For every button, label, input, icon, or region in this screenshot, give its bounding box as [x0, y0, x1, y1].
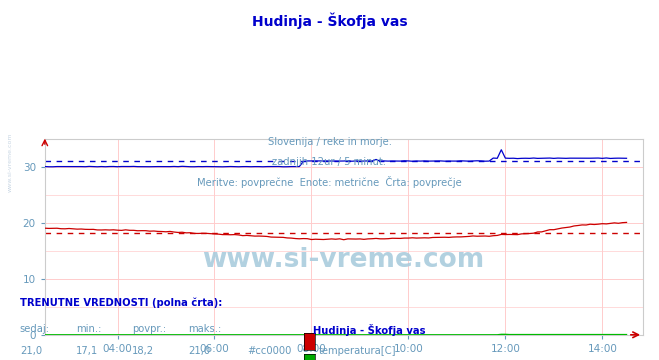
Text: Hudinja - Škofja vas: Hudinja - Škofja vas: [313, 324, 426, 336]
Text: TRENUTNE VREDNOSTI (polna črta):: TRENUTNE VREDNOSTI (polna črta):: [20, 297, 222, 307]
Text: 21,0: 21,0: [188, 346, 210, 356]
Text: #cc0000: #cc0000: [247, 346, 291, 356]
Text: Slovenija / reke in morje.: Slovenija / reke in morje.: [268, 137, 391, 147]
Text: 21,0: 21,0: [20, 346, 42, 356]
Text: www.si-vreme.com: www.si-vreme.com: [202, 247, 485, 273]
Text: 17,1: 17,1: [76, 346, 98, 356]
Text: temperatura[C]: temperatura[C]: [318, 346, 396, 356]
Text: min.:: min.:: [76, 324, 101, 334]
Text: Hudinja - Škofja vas: Hudinja - Škofja vas: [252, 13, 407, 29]
Text: povpr.:: povpr.:: [132, 324, 166, 334]
Text: www.si-vreme.com: www.si-vreme.com: [8, 132, 13, 192]
Text: zadnjih 12ur / 5 minut.: zadnjih 12ur / 5 minut.: [273, 157, 386, 167]
Text: Meritve: povprečne  Enote: metrične  Črta: povprečje: Meritve: povprečne Enote: metrične Črta:…: [197, 176, 462, 188]
Text: maks.:: maks.:: [188, 324, 221, 334]
Text: sedaj:: sedaj:: [20, 324, 50, 334]
Text: 18,2: 18,2: [132, 346, 154, 356]
